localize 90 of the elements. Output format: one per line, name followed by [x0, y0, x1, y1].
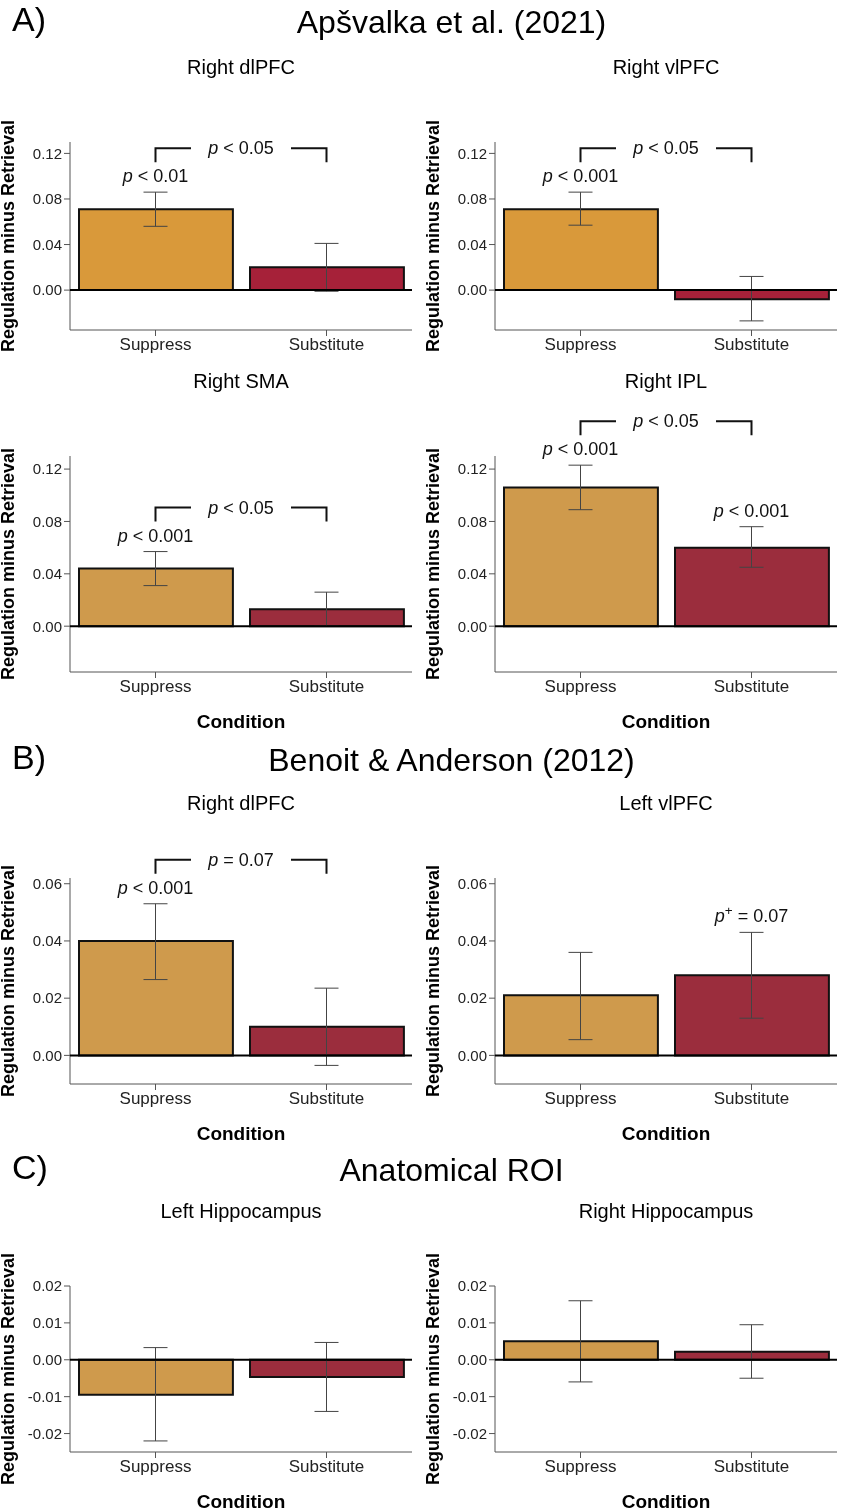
- y-axis-title: Regulation minus Retrieval: [423, 119, 444, 353]
- x-tick-label: Substitute: [713, 1457, 790, 1477]
- y-tick-label: 0.02: [457, 989, 487, 1007]
- y-tick-label: 0.04: [457, 932, 487, 950]
- y-tick-label: -0.01: [27, 1387, 62, 1405]
- y-tick-label: 0.00: [32, 1046, 62, 1064]
- annotation: p < 0.05: [207, 497, 274, 518]
- text: p < 0.05: [632, 411, 699, 432]
- y-tick-label: 0.12: [457, 460, 487, 478]
- x-tick-label: Substitute: [713, 677, 790, 697]
- annotation: p < 0.001: [712, 500, 790, 521]
- chart-title: Right vlPFC: [611, 56, 721, 79]
- y-tick-label: 0.01: [32, 1314, 62, 1332]
- annotation: p < 0.05: [632, 138, 699, 159]
- y-tick-label: 0.08: [457, 190, 487, 208]
- y-tick-label: -0.02: [452, 1424, 487, 1442]
- x-tick-label: Substitute: [288, 335, 365, 355]
- text: A): [12, 0, 46, 39]
- y-tick-label: 0.04: [457, 565, 487, 583]
- chart-title: Left Hippocampus: [159, 1200, 323, 1223]
- x-axis-title: Condition: [621, 711, 711, 732]
- y-tick-label: -0.01: [452, 1387, 487, 1405]
- y-tick-label: 0.01: [457, 1314, 487, 1332]
- y-tick-label: 0.00: [32, 281, 62, 299]
- y-tick-label: 0.08: [457, 512, 487, 530]
- x-tick-label: Substitute: [288, 677, 365, 697]
- y-tick-label: 0.12: [32, 460, 62, 478]
- x-tick-label: Substitute: [713, 335, 790, 355]
- text: B): [12, 738, 46, 777]
- y-tick-label: 0.00: [457, 1351, 487, 1369]
- y-axis-title: Regulation minus Retrieval: [423, 447, 444, 681]
- annotation: p < 0.001: [116, 877, 194, 898]
- text: C): [12, 1148, 48, 1187]
- x-tick-label: Substitute: [713, 1089, 790, 1109]
- x-axis-title: Condition: [196, 1123, 286, 1144]
- y-tick-label: 0.00: [457, 1046, 487, 1064]
- x-tick-label: Suppress: [119, 677, 192, 697]
- y-axis-title: Regulation minus Retrieval: [0, 1252, 19, 1486]
- x-axis-title: Condition: [196, 1491, 286, 1512]
- annotation: p$^{+}$ = 0.07: [713, 902, 789, 927]
- text: p = 0.07: [207, 849, 274, 870]
- annotation: p < 0.01: [121, 166, 189, 187]
- x-tick-label: Suppress: [544, 335, 617, 355]
- chart-title: Right SMA: [192, 370, 290, 393]
- annotation: p < 0.001: [541, 439, 619, 460]
- y-axis-title: Regulation minus Retrieval: [0, 864, 19, 1098]
- x-tick-label: Suppress: [544, 677, 617, 697]
- y-axis-title: Regulation minus Retrieval: [423, 1252, 444, 1486]
- y-tick-label: 0.00: [457, 281, 487, 299]
- chart-title: Right IPL: [623, 370, 709, 393]
- x-tick-label: Suppress: [119, 335, 192, 355]
- y-axis-title: Regulation minus Retrieval: [0, 447, 19, 681]
- x-tick-label: Suppress: [544, 1089, 617, 1109]
- y-tick-label: 0.00: [32, 617, 62, 635]
- x-axis-title: Condition: [196, 711, 286, 732]
- text: Anatomical ROI: [338, 1152, 565, 1189]
- y-tick-label: 0.06: [457, 875, 487, 893]
- y-tick-label: -0.02: [27, 1424, 62, 1442]
- y-tick-label: 0.12: [457, 144, 487, 162]
- annotation: p < 0.05: [207, 138, 274, 159]
- y-tick-label: 0.12: [32, 144, 62, 162]
- x-tick-label: Substitute: [288, 1457, 365, 1477]
- y-tick-label: 0.04: [32, 932, 62, 950]
- y-tick-label: 0.02: [32, 989, 62, 1007]
- x-axis-title: Condition: [621, 1491, 711, 1512]
- y-tick-label: 0.00: [457, 617, 487, 635]
- chart-title: Left vlPFC: [618, 792, 714, 815]
- text: Benoit & Anderson (2012): [267, 742, 636, 779]
- y-tick-label: 0.08: [32, 512, 62, 530]
- chart-title: Right dlPFC: [186, 792, 296, 815]
- chart-title: Right dlPFC: [186, 56, 296, 79]
- chart-title: Right Hippocampus: [577, 1200, 755, 1223]
- annotation: p < 0.001: [541, 166, 619, 187]
- y-tick-label: 0.04: [32, 565, 62, 583]
- y-tick-label: 0.06: [32, 875, 62, 893]
- x-tick-label: Suppress: [119, 1457, 192, 1477]
- y-tick-label: 0.02: [32, 1277, 62, 1295]
- annotation: p < 0.001: [116, 525, 194, 546]
- y-tick-label: 0.02: [457, 1277, 487, 1295]
- y-tick-label: 0.00: [32, 1351, 62, 1369]
- y-tick-label: 0.08: [32, 190, 62, 208]
- y-tick-label: 0.04: [32, 235, 62, 253]
- text: Apšvalka et al. (2021): [295, 4, 608, 41]
- x-tick-label: Substitute: [288, 1089, 365, 1109]
- x-tick-label: Suppress: [544, 1457, 617, 1477]
- y-axis-title: Regulation minus Retrieval: [0, 119, 19, 353]
- x-axis-title: Condition: [621, 1123, 711, 1144]
- y-axis-title: Regulation minus Retrieval: [423, 864, 444, 1098]
- x-tick-label: Suppress: [119, 1089, 192, 1109]
- y-tick-label: 0.04: [457, 235, 487, 253]
